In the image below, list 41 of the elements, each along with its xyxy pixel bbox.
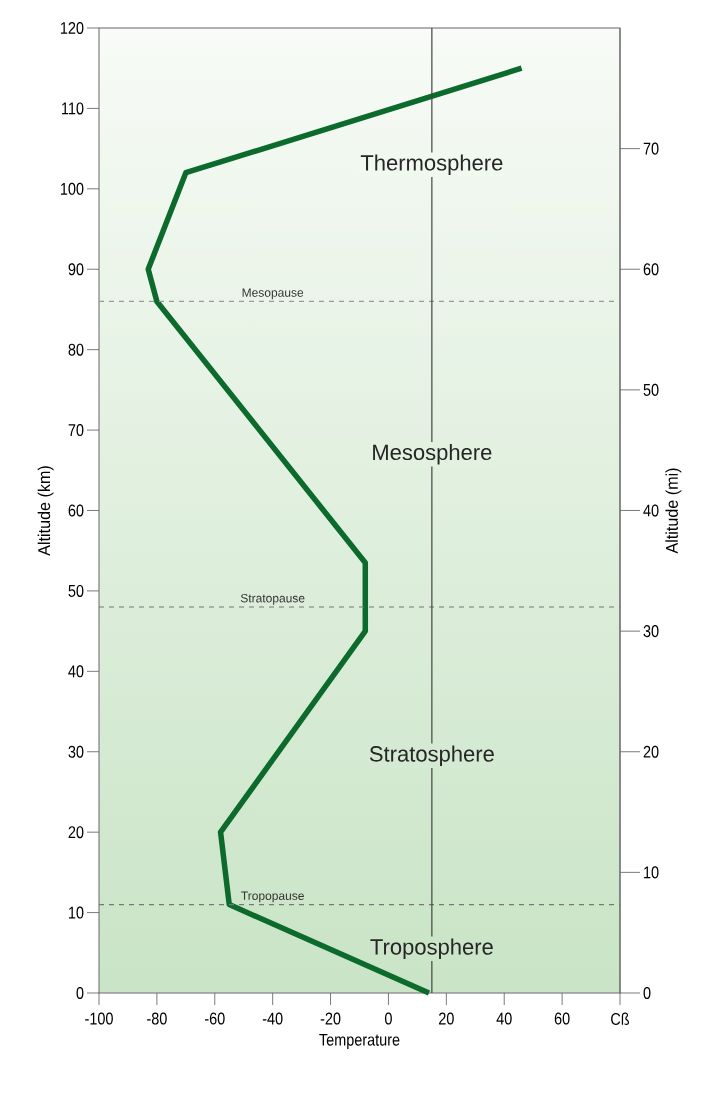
y-tick-label: 20: [68, 826, 84, 839]
annotation: Stratosphere: [369, 745, 494, 767]
y-tick-label: 40: [68, 665, 84, 678]
y2-tick-label: 0: [643, 986, 651, 1000]
ref-line-label: Mesopause: [242, 288, 304, 300]
y-tick-label: 70: [68, 424, 84, 437]
x-axis-title: Temperature: [319, 1033, 400, 1050]
annotation: Mesosphere: [373, 443, 492, 465]
x-tick-label: 60: [554, 1012, 570, 1025]
x-tick-label: -100: [85, 1012, 113, 1025]
x-tick-label: Cß: [611, 1012, 630, 1026]
y-tick-label: 30: [68, 745, 84, 758]
y2-tick-label: 40: [643, 504, 659, 517]
y-axis-title: Altitude (km): [37, 466, 54, 556]
y-tick-label: 50: [68, 584, 84, 597]
x-tick-label: 20: [439, 1012, 454, 1025]
annotation: Thermosphere: [360, 154, 503, 175]
y2-tick-label: 10: [644, 866, 659, 879]
y-tick-label: 80: [68, 343, 84, 356]
x-tick-label: -40: [262, 1012, 283, 1025]
x-tick-label: -20: [320, 1012, 341, 1025]
y-tick-label: 90: [68, 263, 84, 276]
y2-tick-label: 70: [643, 142, 659, 155]
y2-tick-label: 60: [643, 263, 659, 276]
y-tick-label: 0: [76, 986, 84, 1000]
x-tick-label: 40: [496, 1012, 512, 1025]
y-tick-label: 10: [69, 906, 84, 919]
y2-tick-label: 20: [643, 745, 659, 758]
ref-line-label: Tropopause: [241, 891, 304, 903]
y-tick-label: 120: [60, 21, 84, 35]
y-tick-label: 100: [60, 182, 84, 195]
ref-line-label: Stratopause: [240, 593, 305, 605]
x-tick-label: 0: [384, 1012, 392, 1025]
y-tick-label: 60: [68, 504, 84, 517]
x-tick-label: -60: [204, 1012, 225, 1025]
y-tick-label: 110: [62, 102, 84, 115]
y2-tick-label: 30: [643, 625, 659, 638]
x-tick-label: -80: [147, 1012, 167, 1025]
y2-tick-label: 50: [643, 383, 659, 396]
annotation: Troposphere: [370, 938, 493, 960]
y2-axis-title: Altitude (mi): [665, 468, 682, 554]
